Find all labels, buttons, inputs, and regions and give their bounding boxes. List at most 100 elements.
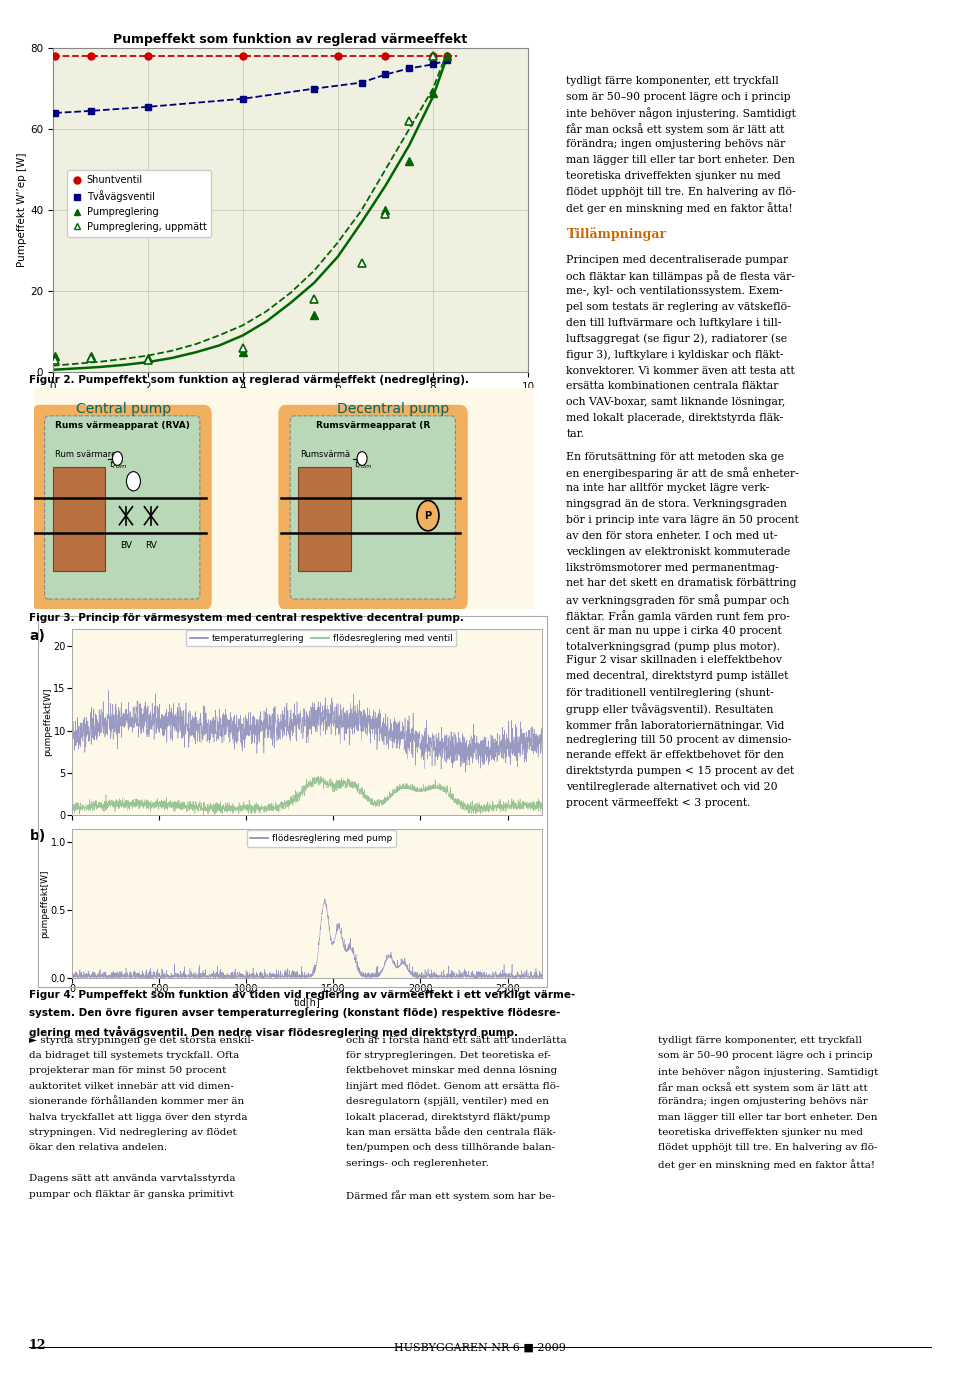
Text: Rum svärmare: Rum svärmare xyxy=(55,450,116,459)
FancyBboxPatch shape xyxy=(290,416,455,599)
FancyBboxPatch shape xyxy=(279,406,467,609)
Legend: temperaturreglering, flödesreglering med ventil: temperaturreglering, flödesreglering med… xyxy=(186,631,456,646)
Text: Decentral pump: Decentral pump xyxy=(337,402,449,416)
Text: projekterar man för minst 50 procent: projekterar man för minst 50 procent xyxy=(29,1066,227,1075)
Circle shape xyxy=(357,452,367,465)
Text: pumpar och fläktar är ganska primitivt: pumpar och fläktar är ganska primitivt xyxy=(29,1190,233,1199)
Text: flödet upphöjt till tre. En halvering av flö-: flödet upphöjt till tre. En halvering av… xyxy=(658,1143,877,1153)
Text: förändra; ingen omjustering behövs när: förändra; ingen omjustering behövs när xyxy=(566,139,785,149)
Text: tydligt färre komponenter, ett tryckfall: tydligt färre komponenter, ett tryckfall xyxy=(658,1036,862,1045)
Text: tydligt färre komponenter, ett tryckfall: tydligt färre komponenter, ett tryckfall xyxy=(566,76,780,85)
FancyBboxPatch shape xyxy=(44,416,200,599)
Text: inte behöver någon injustering. Samtidigt: inte behöver någon injustering. Samtidig… xyxy=(566,107,796,120)
Text: figur 3), luftkylare i kyldiskar och fläkt-: figur 3), luftkylare i kyldiskar och flä… xyxy=(566,350,784,361)
Text: system. Den övre figuren avser temperaturreglering (konstant flöde) respektive f: system. Den övre figuren avser temperatu… xyxy=(29,1008,561,1018)
Text: Figur 2. Pumpeffekt som funktion av reglerad värmeeffekt (nedreglering).: Figur 2. Pumpeffekt som funktion av regl… xyxy=(29,375,468,384)
Text: me-, kyl- och ventilationssystem. Exem-: me-, kyl- och ventilationssystem. Exem- xyxy=(566,286,783,296)
Text: P: P xyxy=(424,511,432,521)
Text: Principen med decentraliserade pumpar: Principen med decentraliserade pumpar xyxy=(566,255,788,264)
Text: Rumsvärmä: Rumsvärmä xyxy=(300,450,350,459)
Circle shape xyxy=(112,452,123,465)
Text: Figur 2 visar skillnaden i eleffektbehov: Figur 2 visar skillnaden i eleffektbehov xyxy=(566,655,782,665)
Text: ökar den relativa andelen.: ökar den relativa andelen. xyxy=(29,1143,167,1153)
Text: med lokalt placerade, direktstyrda fläk-: med lokalt placerade, direktstyrda fläk- xyxy=(566,413,783,423)
Legend: Shuntventil, Tvåvägsventil, Pumpreglering, Pumpreglering, uppmätt: Shuntventil, Tvåvägsventil, Pumpreglerin… xyxy=(67,171,211,237)
Text: $t_{rum}$: $t_{rum}$ xyxy=(109,459,128,471)
Text: bör i princip inte vara lägre än 50 procent: bör i princip inte vara lägre än 50 proc… xyxy=(566,515,799,525)
Text: BV: BV xyxy=(120,541,132,549)
Text: och fläktar kan tillämpas på de flesta vär-: och fläktar kan tillämpas på de flesta v… xyxy=(566,270,795,282)
Text: auktoritet vilket innebär att vid dimen-: auktoritet vilket innebär att vid dimen- xyxy=(29,1082,233,1091)
Text: net har det skett en dramatisk förbättring: net har det skett en dramatisk förbättri… xyxy=(566,578,797,588)
Text: för strypregleringen. Det teoretiska ef-: för strypregleringen. Det teoretiska ef- xyxy=(346,1051,550,1060)
Legend: flödesreglering med pump: flödesreglering med pump xyxy=(247,830,396,847)
Text: den till luftvärmare och luftkylare i till-: den till luftvärmare och luftkylare i ti… xyxy=(566,318,781,328)
Text: får man också ett system som är lätt att: får man också ett system som är lätt att xyxy=(658,1082,867,1092)
Text: man lägger till eller tar bort enheter. Den: man lägger till eller tar bort enheter. … xyxy=(658,1113,877,1122)
Text: HUSBYGGAREN NR 6 ■ 2009: HUSBYGGAREN NR 6 ■ 2009 xyxy=(394,1343,566,1352)
Text: Figur 3. Princip för värmesystem med central respektive decentral pump.: Figur 3. Princip för värmesystem med cen… xyxy=(29,613,464,622)
Text: RV: RV xyxy=(145,541,156,549)
Text: Därmed får man ett system som har be-: Därmed får man ett system som har be- xyxy=(346,1190,555,1201)
Text: teoretiska driveffekten sjunker nu med: teoretiska driveffekten sjunker nu med xyxy=(658,1128,863,1137)
Text: Tillämpningar: Tillämpningar xyxy=(566,227,666,241)
Bar xyxy=(299,467,350,570)
Text: linjärt med flödet. Genom att ersätta flö-: linjärt med flödet. Genom att ersätta fl… xyxy=(346,1082,559,1091)
Text: ► styrda strypningen ge det största enskil-: ► styrda strypningen ge det största ensk… xyxy=(29,1036,254,1045)
Circle shape xyxy=(127,471,140,490)
Y-axis label: pumpeffekt[W]: pumpeffekt[W] xyxy=(43,688,52,756)
Text: luftsaggregat (se figur 2), radiatorer (se: luftsaggregat (se figur 2), radiatorer (… xyxy=(566,335,787,344)
FancyBboxPatch shape xyxy=(31,384,536,611)
Text: en energibesparing är att de små enheter-: en energibesparing är att de små enheter… xyxy=(566,467,799,479)
Text: ningsgrad än de stora. Verkningsgraden: ningsgrad än de stora. Verkningsgraden xyxy=(566,498,787,509)
Text: som är 50–90 procent lägre och i princip: som är 50–90 procent lägre och i princip xyxy=(566,91,791,102)
Text: Rumsvärmeapparat (R: Rumsvärmeapparat (R xyxy=(316,421,430,430)
Text: direktstyrda pumpen < 15 procent av det: direktstyrda pumpen < 15 procent av det xyxy=(566,766,795,777)
Text: lokalt placerad, direktstyrd fläkt/pump: lokalt placerad, direktstyrd fläkt/pump xyxy=(346,1113,550,1122)
Text: b): b) xyxy=(30,829,46,843)
Text: serings- och reglerenheter.: serings- och reglerenheter. xyxy=(346,1159,489,1168)
Text: fläktar. Från gamla värden runt fem pro-: fläktar. Från gamla värden runt fem pro- xyxy=(566,610,790,622)
Text: da bidraget till systemets tryckfall. Ofta: da bidraget till systemets tryckfall. Of… xyxy=(29,1051,239,1060)
Y-axis label: Pumpeffekt W'’ep [W]: Pumpeffekt W'’ep [W] xyxy=(17,153,27,267)
Text: fektbehovet minskar med denna lösning: fektbehovet minskar med denna lösning xyxy=(346,1066,557,1075)
Text: likströmsmotorer med permanentmag-: likströmsmotorer med permanentmag- xyxy=(566,562,780,573)
Y-axis label: pumpeffekt[W]: pumpeffekt[W] xyxy=(40,869,49,938)
Text: för traditionell ventilreglering (shunt-: för traditionell ventilreglering (shunt- xyxy=(566,687,774,698)
Title: Pumpeffekt som funktion av reglerad värmeeffekt: Pumpeffekt som funktion av reglerad värm… xyxy=(113,33,468,45)
Text: strypningen. Vid nedreglering av flödet: strypningen. Vid nedreglering av flödet xyxy=(29,1128,236,1137)
Text: ten/pumpen och dess tillhörande balan-: ten/pumpen och dess tillhörande balan- xyxy=(346,1143,555,1153)
Text: ersätta kombinationen centrala fläktar: ersätta kombinationen centrala fläktar xyxy=(566,381,779,391)
Text: Dagens sätt att använda varvtalsstyrda: Dagens sätt att använda varvtalsstyrda xyxy=(29,1175,235,1183)
Text: procent värmeeffekt < 3 procent.: procent värmeeffekt < 3 procent. xyxy=(566,799,751,808)
X-axis label: Värmeeffekt Q' [kW]: Värmeeffekt Q' [kW] xyxy=(227,394,354,405)
Text: inte behöver någon injustering. Samtidigt: inte behöver någon injustering. Samtidig… xyxy=(658,1066,878,1077)
Text: nedreglering till 50 procent av dimensio-: nedreglering till 50 procent av dimensio… xyxy=(566,735,792,745)
Text: det ger en minskning med en faktor åtta!: det ger en minskning med en faktor åtta! xyxy=(658,1159,875,1169)
Text: Figur 4. Pumpeffekt som funktion av tiden vid reglering av värmeeffekt i ett ver: Figur 4. Pumpeffekt som funktion av tide… xyxy=(29,990,575,1000)
Text: av den för stora enheter. I och med ut-: av den för stora enheter. I och med ut- xyxy=(566,530,778,541)
Text: na inte har alltför mycket lägre verk-: na inte har alltför mycket lägre verk- xyxy=(566,483,770,493)
Text: och VAV-boxar, samt liknande lösningar,: och VAV-boxar, samt liknande lösningar, xyxy=(566,398,786,408)
Text: som är 50–90 procent lägre och i princip: som är 50–90 procent lägre och i princip xyxy=(658,1051,873,1060)
Text: grupp eller tvåvägsventil). Resultaten: grupp eller tvåvägsventil). Resultaten xyxy=(566,702,774,715)
Text: det ger en minskning med en faktor åtta!: det ger en minskning med en faktor åtta! xyxy=(566,202,793,215)
Text: vecklingen av elektroniskt kommuterade: vecklingen av elektroniskt kommuterade xyxy=(566,547,791,556)
Text: nerande effekt är effektbehovet för den: nerande effekt är effektbehovet för den xyxy=(566,750,784,760)
Text: cent är man nu uppe i cirka 40 procent: cent är man nu uppe i cirka 40 procent xyxy=(566,625,782,636)
Text: a): a) xyxy=(30,629,45,643)
Text: kommer från laboratoriernätningar. Vid: kommer från laboratoriernätningar. Vid xyxy=(566,719,784,731)
Text: ventilreglerade alternativet och vid 20: ventilreglerade alternativet och vid 20 xyxy=(566,782,778,792)
Text: av verkningsgraden för små pumpar och: av verkningsgraden för små pumpar och xyxy=(566,595,790,606)
Text: tar.: tar. xyxy=(566,430,585,439)
X-axis label: tid[h]: tid[h] xyxy=(294,997,321,1007)
Text: man lägger till eller tar bort enheter. Den: man lägger till eller tar bort enheter. … xyxy=(566,156,795,165)
Circle shape xyxy=(417,500,439,530)
Text: förändra; ingen omjustering behövs när: förändra; ingen omjustering behövs när xyxy=(658,1097,867,1106)
Text: totalverkningsgrad (pump plus motor).: totalverkningsgrad (pump plus motor). xyxy=(566,642,780,653)
Text: Rums värmeapparat (RVA): Rums värmeapparat (RVA) xyxy=(55,421,190,430)
Text: teoretiska driveffekten sjunker nu med: teoretiska driveffekten sjunker nu med xyxy=(566,171,781,180)
Text: En förutsättning för att metoden ska ge: En förutsättning för att metoden ska ge xyxy=(566,452,784,461)
Text: desregulatorn (spjäll, ventiler) med en: desregulatorn (spjäll, ventiler) med en xyxy=(346,1097,548,1106)
Text: får man också ett system som är lätt att: får man också ett system som är lätt att xyxy=(566,124,784,135)
